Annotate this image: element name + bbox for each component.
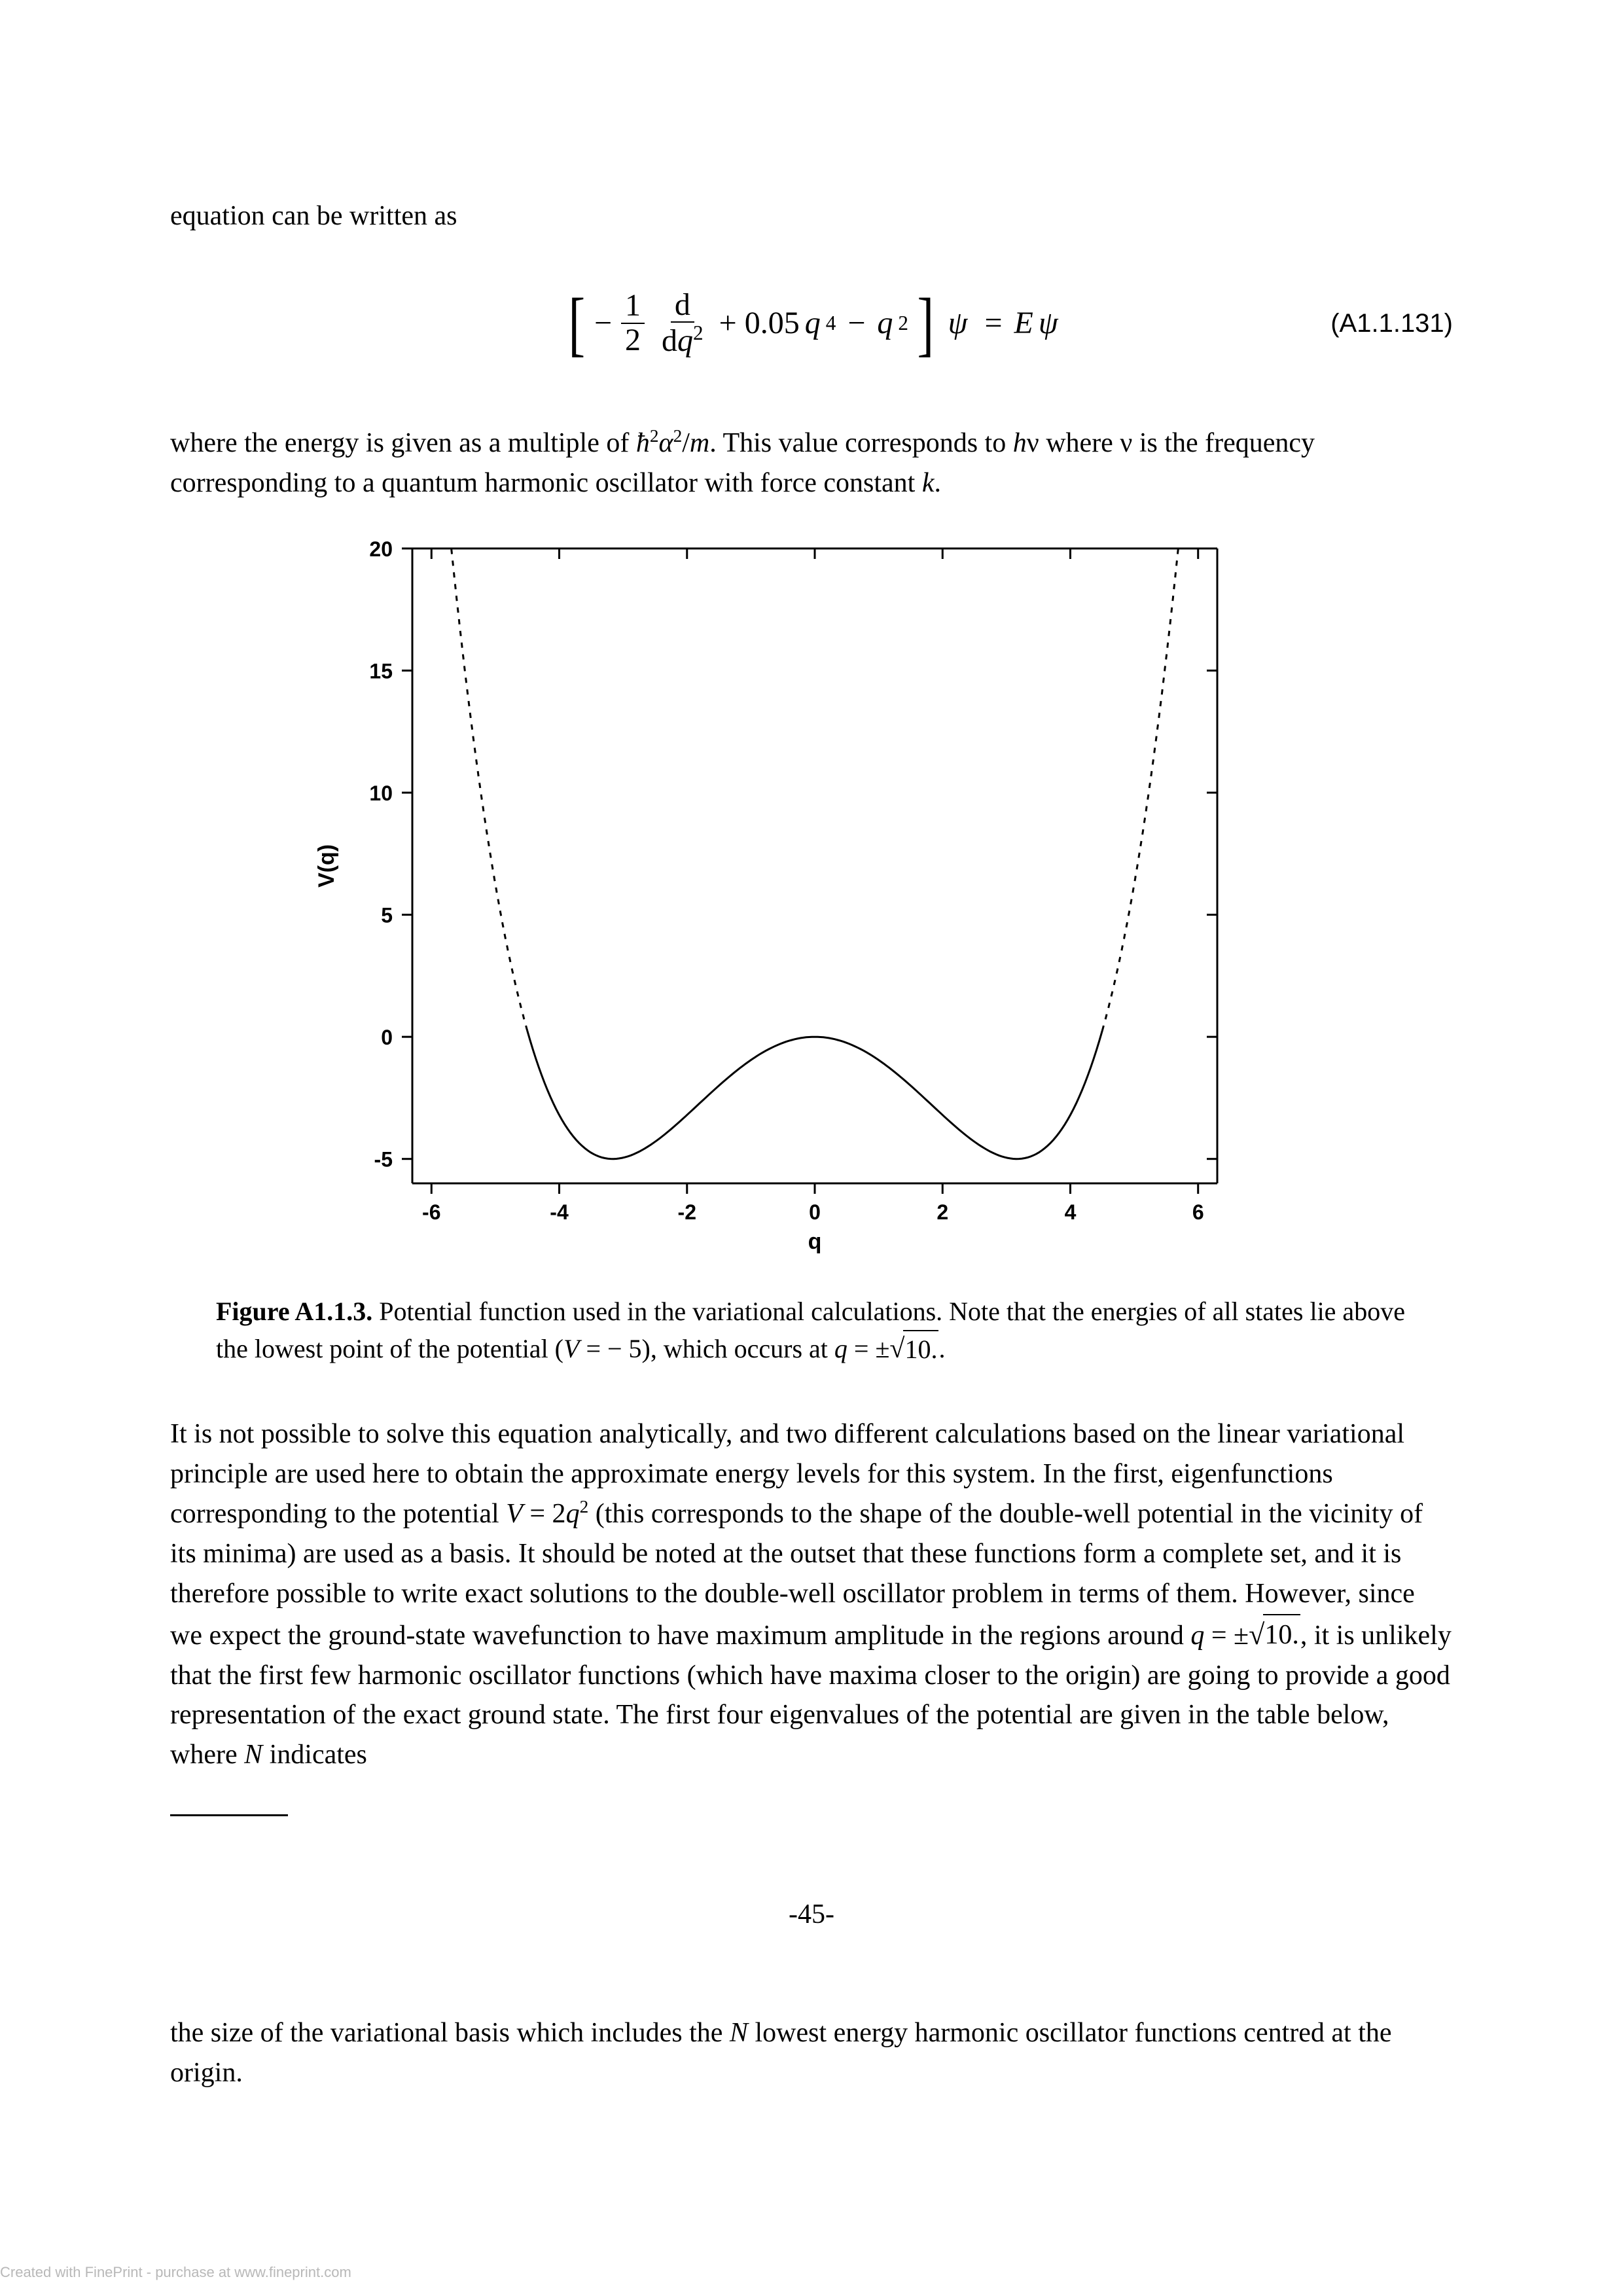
- p2-h: h: [1013, 428, 1027, 458]
- p3-eq: = 2: [523, 1499, 566, 1529]
- q4-exp: 4: [826, 308, 836, 338]
- p3-sqrt: √10.: [1249, 1614, 1300, 1656]
- intro-paragraph: equation can be written as: [170, 196, 1453, 236]
- p3e: indicates: [262, 1740, 367, 1770]
- minus: −: [594, 300, 612, 346]
- caption-d: .: [938, 1334, 945, 1363]
- p2a: where the energy is given as a multiple …: [170, 428, 636, 458]
- p3-q2: q: [1190, 1621, 1204, 1651]
- p3-sqrt-arg: 10.: [1263, 1614, 1300, 1655]
- caption-b: = − 5), which occurs at: [579, 1334, 834, 1363]
- p2-k: k: [922, 468, 935, 498]
- divider: [170, 1814, 288, 1816]
- svg-text:2: 2: [936, 1200, 948, 1224]
- svg-text:-4: -4: [550, 1200, 569, 1224]
- caption-q: q: [834, 1334, 847, 1363]
- figure-caption: Figure A1.1.3. Potential function used i…: [216, 1293, 1427, 1369]
- caption-c: = ±: [847, 1334, 890, 1363]
- svg-text:5: 5: [381, 904, 393, 927]
- num-d: d: [671, 289, 694, 323]
- frac-half: 1 2: [621, 289, 645, 357]
- q4-base: q: [805, 300, 821, 346]
- chart-container: -6 -4 -2 0 2 4 6 -5 0 5 10 15 20 q V(q): [301, 529, 1237, 1274]
- svg-text:4: 4: [1065, 1200, 1077, 1224]
- p3-V: V: [506, 1499, 523, 1529]
- den-dq2: dq2: [658, 323, 707, 357]
- svg-text:20: 20: [369, 537, 393, 561]
- caption-label: Figure A1.1.3.: [216, 1297, 372, 1326]
- q2-exp: 2: [898, 308, 908, 338]
- p2c: where: [1039, 428, 1120, 458]
- den-exp: 2: [693, 321, 704, 344]
- p2-exp2a: 2: [650, 426, 659, 446]
- p2-m: m: [690, 428, 709, 458]
- den-2: 2: [621, 324, 645, 357]
- caption-sqrt: √10.: [889, 1330, 938, 1369]
- equation-row: [ − 1 2 d dq2 + 0.05q4 − q2 ] ψ = Eψ (A1…: [170, 289, 1453, 358]
- plus: +: [719, 300, 737, 346]
- q2-base: q: [877, 300, 893, 346]
- num-1: 1: [621, 289, 645, 323]
- svg-text:15: 15: [369, 660, 393, 683]
- paragraph-2: where the energy is given as a multiple …: [170, 423, 1453, 503]
- potential-chart: -6 -4 -2 0 2 4 6 -5 0 5 10 15 20 q V(q): [301, 529, 1237, 1262]
- minus2: −: [847, 300, 865, 346]
- caption-sqrt-arg: 10.: [903, 1330, 938, 1368]
- p3-N: N: [244, 1740, 262, 1770]
- svg-text:-5: -5: [374, 1148, 393, 1172]
- psi-right: ψ: [1039, 300, 1058, 346]
- equals: =: [984, 300, 1002, 346]
- p2-nu2: ν: [1120, 428, 1132, 458]
- equation-number: (A1.1.131): [1330, 304, 1453, 342]
- footer-text: Created with FinePrint - purchase at www…: [0, 2262, 351, 2283]
- equation: [ − 1 2 d dq2 + 0.05q4 − q2 ] ψ = Eψ: [565, 289, 1058, 358]
- caption-V: V: [563, 1334, 579, 1363]
- svg-text:10: 10: [369, 782, 393, 806]
- p2-hbar: ħ: [636, 428, 650, 458]
- paragraph-3: It is not possible to solve this equatio…: [170, 1414, 1453, 1775]
- coef: 0.05: [745, 300, 800, 346]
- page-container: equation can be written as [ − 1 2 d dq2…: [0, 0, 1623, 2296]
- paragraph-4: the size of the variational basis which …: [170, 2013, 1453, 2093]
- p3c: = ±: [1204, 1621, 1249, 1651]
- p2-exp2b: 2: [673, 426, 683, 446]
- p2-nu1: ν: [1027, 428, 1039, 458]
- sqrt-sign-icon-2: √: [1249, 1614, 1264, 1656]
- p3-q: q: [566, 1499, 580, 1529]
- svg-text:q: q: [808, 1229, 822, 1254]
- svg-text:0: 0: [809, 1200, 821, 1224]
- p3-exp2: 2: [580, 1497, 589, 1516]
- den-d: d: [662, 323, 677, 358]
- p2-alpha: α: [659, 428, 673, 458]
- frac-d2dq2: d dq2: [658, 289, 707, 358]
- E: E: [1014, 300, 1033, 346]
- den-q: q: [677, 323, 693, 358]
- svg-text:6: 6: [1192, 1200, 1204, 1224]
- p2-slash: /: [682, 428, 690, 458]
- intro-text: equation can be written as: [170, 201, 457, 231]
- svg-text:V(q): V(q): [314, 844, 339, 888]
- p2e: .: [935, 468, 942, 498]
- p4-N: N: [730, 2018, 748, 2048]
- p4a: the size of the variational basis which …: [170, 2018, 730, 2048]
- sqrt-sign-icon: √: [889, 1330, 904, 1369]
- svg-text:0: 0: [381, 1026, 393, 1050]
- page-number: -45-: [170, 1895, 1453, 1935]
- svg-text:-6: -6: [422, 1200, 440, 1224]
- svg-text:-2: -2: [678, 1200, 696, 1224]
- p2b: . This value corresponds to: [709, 428, 1012, 458]
- psi-left: ψ: [948, 300, 968, 346]
